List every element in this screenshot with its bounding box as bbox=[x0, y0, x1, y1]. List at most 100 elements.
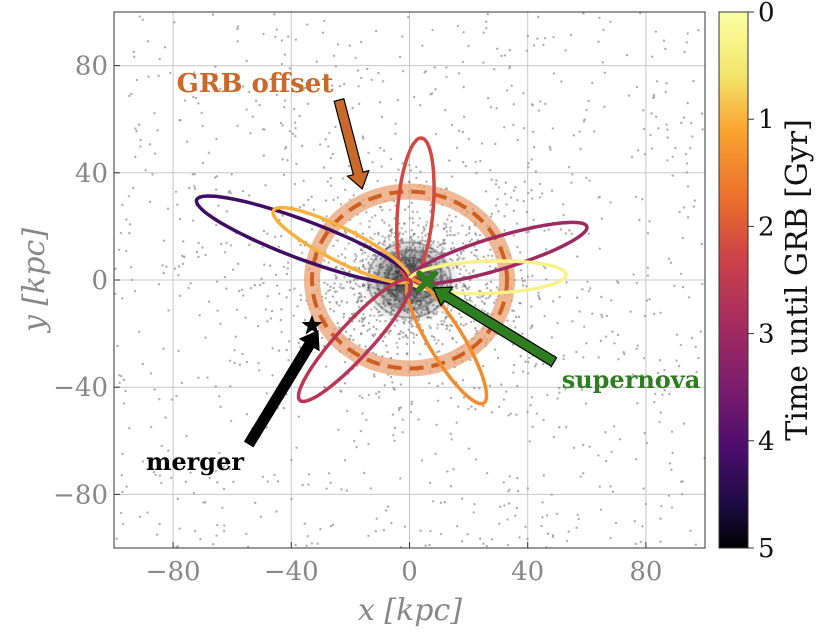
star-particle bbox=[303, 86, 307, 90]
star-particle bbox=[372, 373, 376, 376]
star-particle bbox=[609, 485, 612, 488]
star-particle bbox=[527, 191, 530, 195]
colorbar-tick-label: 2 bbox=[758, 212, 775, 242]
star-particle bbox=[261, 475, 265, 478]
star-particle bbox=[343, 360, 347, 364]
star-particle bbox=[286, 261, 290, 264]
star-particle bbox=[472, 269, 475, 272]
star-particle bbox=[411, 217, 415, 220]
star-particle bbox=[270, 309, 274, 313]
star-particle bbox=[369, 236, 372, 239]
star-particle bbox=[701, 282, 704, 286]
star-particle bbox=[485, 27, 488, 30]
star-particle bbox=[372, 334, 375, 338]
star-particle bbox=[690, 336, 694, 340]
star-particle bbox=[396, 352, 399, 356]
star-particle bbox=[442, 240, 446, 244]
star-particle bbox=[119, 231, 123, 235]
star-particle bbox=[436, 384, 440, 388]
star-particle bbox=[328, 288, 332, 292]
x-axis-ticks: −80 −40 0 40 80 bbox=[146, 542, 662, 587]
star-particle bbox=[600, 295, 603, 299]
star-particle bbox=[525, 49, 529, 53]
star-particle bbox=[235, 308, 239, 312]
star-particle bbox=[331, 523, 335, 527]
star-particle bbox=[254, 99, 258, 102]
star-particle bbox=[558, 426, 561, 429]
star-particle bbox=[138, 515, 142, 518]
star-particle bbox=[597, 40, 600, 43]
star-particle bbox=[396, 98, 400, 102]
star-particle bbox=[361, 320, 364, 324]
star-particle bbox=[412, 95, 416, 99]
star-particle bbox=[359, 291, 362, 295]
star-particle bbox=[246, 545, 250, 548]
star-particle bbox=[552, 35, 555, 39]
star-particle bbox=[564, 425, 568, 429]
star-particle bbox=[658, 358, 662, 362]
star-particle bbox=[474, 232, 477, 235]
star-particle bbox=[483, 310, 486, 313]
star-particle bbox=[457, 72, 461, 75]
star-particle bbox=[398, 332, 402, 335]
star-particle bbox=[373, 333, 377, 336]
star-particle bbox=[686, 185, 690, 188]
star-particle bbox=[521, 370, 525, 373]
star-particle bbox=[526, 166, 530, 169]
star-particle bbox=[652, 96, 655, 100]
star-particle bbox=[462, 265, 466, 268]
star-particle bbox=[122, 402, 126, 405]
star-particle bbox=[379, 206, 382, 209]
star-particle bbox=[359, 40, 363, 44]
star-particle bbox=[436, 399, 440, 402]
star-particle bbox=[634, 542, 637, 546]
star-particle bbox=[337, 428, 340, 432]
star-particle bbox=[520, 269, 523, 272]
star-particle bbox=[464, 322, 468, 326]
star-particle bbox=[660, 504, 663, 508]
star-particle bbox=[397, 408, 401, 412]
star-particle bbox=[299, 243, 302, 247]
star-particle bbox=[474, 304, 477, 307]
star-particle bbox=[193, 71, 196, 74]
star-particle bbox=[262, 229, 266, 233]
star-particle bbox=[542, 43, 545, 47]
star-particle bbox=[275, 28, 278, 31]
star-particle bbox=[509, 196, 513, 199]
star-particle bbox=[380, 115, 384, 119]
star-particle bbox=[294, 543, 297, 547]
star-particle bbox=[565, 281, 568, 284]
star-particle bbox=[213, 176, 217, 179]
star-particle bbox=[225, 287, 228, 290]
star-particle bbox=[230, 173, 233, 176]
star-particle bbox=[362, 263, 365, 267]
star-particle bbox=[439, 243, 443, 246]
star-particle bbox=[297, 415, 300, 418]
star-particle bbox=[467, 44, 470, 48]
star-particle bbox=[332, 286, 336, 290]
star-particle bbox=[193, 172, 196, 176]
star-particle bbox=[229, 385, 232, 388]
star-particle bbox=[361, 412, 364, 415]
y-axis-ticks: −80 −40 0 40 80 bbox=[53, 52, 120, 510]
star-particle bbox=[127, 195, 131, 198]
star-particle bbox=[331, 295, 335, 298]
grb-offset-ring bbox=[303, 183, 516, 377]
star-particle bbox=[681, 285, 685, 289]
star-particle bbox=[665, 82, 668, 85]
star-particle bbox=[147, 75, 150, 78]
star-particle bbox=[464, 164, 468, 168]
star-particle bbox=[449, 229, 452, 233]
star-particle bbox=[377, 231, 380, 234]
star-particle bbox=[523, 180, 526, 183]
star-particle bbox=[128, 231, 131, 235]
star-particle bbox=[477, 289, 481, 293]
star-particle bbox=[465, 299, 469, 302]
star-particle bbox=[215, 534, 218, 537]
star-particle bbox=[383, 239, 387, 242]
star-particle bbox=[641, 198, 644, 201]
star-particle bbox=[410, 201, 413, 205]
star-particle bbox=[228, 467, 231, 470]
star-particle bbox=[670, 468, 673, 471]
star-particle bbox=[340, 300, 344, 303]
